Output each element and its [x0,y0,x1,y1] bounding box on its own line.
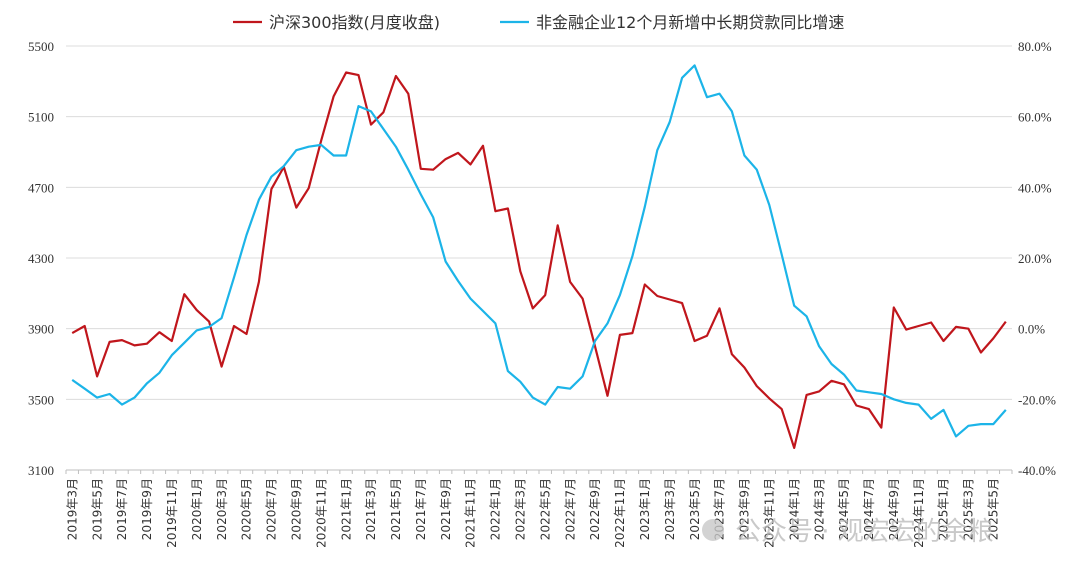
x-tick-label: 2024年11月 [912,478,926,548]
x-tick-label: 2020年7月 [265,478,279,540]
x-tick-label: 2025年5月 [987,478,1001,540]
x-tick-label: 2024年7月 [862,478,876,540]
legend: 沪深300指数(月度收盘) 非金融企业12个月新增中长期贷款同比增速 [233,13,844,32]
x-tick-label: 2020年1月 [190,478,204,540]
x-tick-label: 2024年9月 [887,478,901,540]
x-tick-label: 2023年9月 [738,478,752,540]
x-tick-label: 2022年3月 [514,478,528,540]
x-tick-label: 2024年5月 [837,478,851,540]
watermark: 公众号 · 观宏宏的余粮 [702,517,994,547]
y-right-tick-label: 80.0% [1018,39,1052,54]
x-tick-label: 2025年1月 [937,478,951,540]
x-tick-label: 2022年11月 [613,478,627,548]
y-axis-right-labels: -40.0% -20.0% 0.0% 20.0% 40.0% 60.0% 80.0% [1018,39,1056,478]
y-left-tick-label: 4700 [28,180,54,195]
x-tick-label: 2023年5月 [688,478,702,540]
y-left-tick-label: 5100 [28,110,54,125]
y-left-tick-label: 3900 [28,322,54,337]
y-right-tick-label: -20.0% [1018,392,1056,407]
x-tick-label: 2019年7月 [115,478,129,540]
x-tick-label: 2022年1月 [489,478,503,540]
series-line-loan-growth [71,64,1007,438]
x-tick-label: 2020年3月 [215,478,229,540]
series-lines [71,64,1007,449]
x-tick-label: 2019年5月 [90,478,104,540]
x-tick-label: 2020年5月 [240,478,254,540]
x-tick-label: 2022年9月 [588,478,602,540]
x-tick-label: 2021年9月 [439,478,453,540]
x-tick-label: 2019年9月 [140,478,154,540]
x-tick-label: 2022年7月 [563,478,577,540]
legend-label-loan-growth: 非金融企业12个月新增中长期贷款同比增速 [536,13,844,32]
x-tick-label: 2025年3月 [962,478,976,540]
watermark-logo-icon [702,519,724,541]
watermark-text: 公众号 · 观宏宏的余粮 [735,517,994,547]
y-right-tick-label: 20.0% [1018,251,1052,266]
y-left-tick-label: 3500 [28,392,54,407]
x-tick-label: 2023年11月 [762,478,776,548]
x-tick-label: 2021年7月 [414,478,428,540]
x-tick-label: 2023年3月 [663,478,677,540]
grid [66,45,1012,471]
y-right-tick-label: 40.0% [1018,180,1052,195]
x-tick-label: 2021年3月 [364,478,378,540]
y-axis-left-labels: 3100 3500 3900 4300 4700 5100 5500 [28,39,54,478]
x-tick-label: 2021年11月 [464,478,478,548]
x-tick-label: 2024年3月 [812,478,826,540]
x-tick-label: 2022年5月 [538,478,552,540]
x-tick-label: 2020年9月 [289,478,303,540]
y-right-tick-label: 0.0% [1018,322,1045,337]
x-tick-label: 2024年1月 [787,478,801,540]
x-axis-labels: 2019年3月 2019年5月 2019年7月 2019年9月 2019年11月 2020… [65,478,1000,548]
legend-label-hs300: 沪深300指数(月度收盘) [269,13,440,32]
x-tick-label: 2020年11月 [314,478,328,548]
axes [65,469,1013,474]
y-left-tick-label: 5500 [28,39,54,54]
x-tick-label: 2021年5月 [389,478,403,540]
x-tick-label: 2021年1月 [339,478,353,540]
y-left-tick-label: 3100 [28,463,54,478]
series-line-hs300 [71,71,1007,449]
x-tick-label: 2019年11月 [165,478,179,548]
x-tick-label: 2019年3月 [65,478,79,540]
y-right-tick-label: 60.0% [1018,110,1052,125]
x-tick-label: 2023年1月 [638,478,652,540]
y-right-tick-label: -40.0% [1018,463,1056,478]
y-left-tick-label: 4300 [28,251,54,266]
